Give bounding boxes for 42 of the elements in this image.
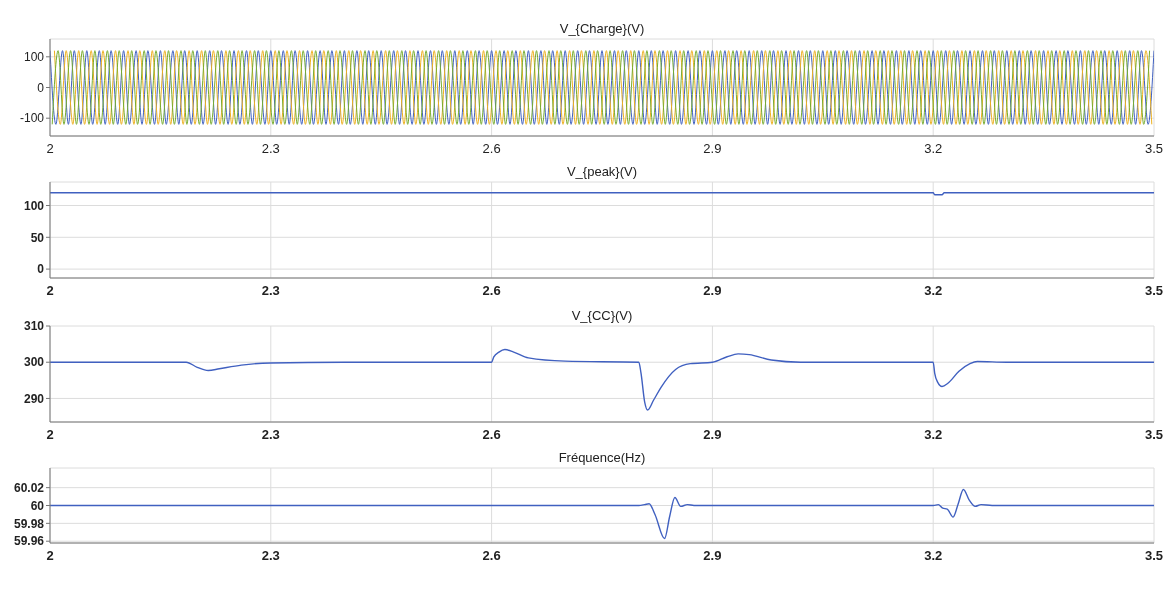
x-tick-label: 2.3 — [261, 283, 280, 299]
y-tick-label: 100 — [23, 50, 45, 65]
y-tick-label: 0 — [37, 80, 45, 95]
chart-title: V_{peak}(V) — [565, 164, 639, 180]
y-tick-label: 100 — [23, 198, 45, 213]
x-tick-label: 2.3 — [261, 427, 280, 443]
x-tick-label: 2.6 — [482, 141, 501, 157]
x-tick-label: 2.9 — [703, 141, 722, 157]
x-tick-label: 2 — [46, 427, 54, 443]
y-tick-label: 310 — [23, 319, 45, 334]
x-tick-label: 2.3 — [261, 141, 280, 157]
x-tick-label: 3.2 — [924, 548, 943, 564]
x-tick-label: 2.9 — [703, 548, 722, 564]
chart-title: V_{CC}(V) — [570, 308, 634, 324]
x-tick-label: 2 — [46, 283, 54, 299]
y-tick-label: 50 — [30, 230, 45, 245]
y-tick-label: -100 — [19, 111, 45, 126]
x-tick-label: 3.5 — [1144, 141, 1164, 157]
chart-title: V_{Charge}(V) — [558, 21, 646, 37]
x-tick-label: 3.2 — [924, 427, 943, 443]
chart-title: Fréquence(Hz) — [557, 450, 647, 466]
x-tick-label: 2.9 — [703, 427, 722, 443]
x-tick-label: 3.2 — [924, 283, 943, 299]
y-tick-label: 59.96 — [13, 534, 45, 549]
line-series — [50, 348, 1154, 411]
x-tick-label: 2.3 — [261, 548, 280, 564]
y-tick-label: 0 — [37, 262, 45, 277]
y-tick-label: 290 — [23, 391, 45, 406]
x-tick-label: 2.6 — [482, 283, 501, 299]
x-tick-label: 2 — [46, 548, 54, 564]
y-tick-label: 59.98 — [13, 516, 45, 531]
x-tick-label: 3.5 — [1144, 283, 1164, 299]
x-tick-label: 2.6 — [482, 427, 501, 443]
x-tick-label: 2.6 — [482, 548, 501, 564]
y-tick-label: 60.02 — [13, 480, 45, 495]
y-tick-label: 300 — [23, 355, 45, 370]
x-tick-label: 2.9 — [703, 283, 722, 299]
y-tick-label: 60 — [30, 498, 45, 513]
x-tick-label: 3.2 — [924, 141, 943, 157]
x-tick-label: 2 — [46, 141, 54, 157]
x-tick-label: 3.5 — [1144, 548, 1164, 564]
x-tick-label: 3.5 — [1144, 427, 1164, 443]
